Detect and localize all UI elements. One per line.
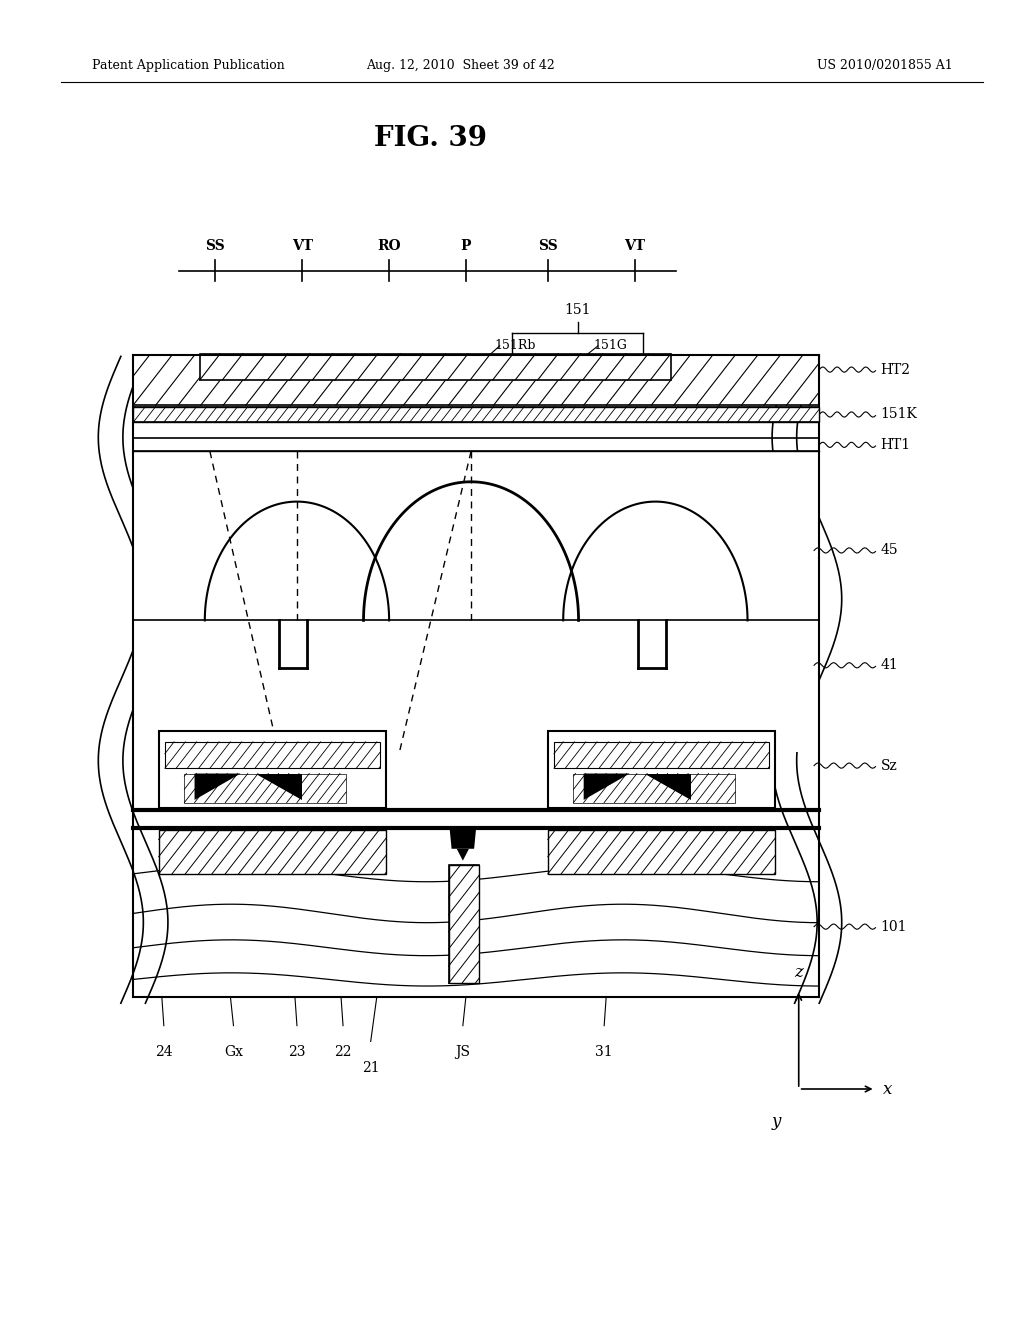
Bar [184, 774, 346, 803]
Bar [573, 774, 735, 803]
Text: VT: VT [292, 239, 312, 253]
Text: JS: JS [456, 1045, 470, 1060]
Text: 45: 45 [881, 544, 898, 557]
Text: 151Rb: 151Rb [495, 339, 536, 352]
Text: Aug. 12, 2010  Sheet 39 of 42: Aug. 12, 2010 Sheet 39 of 42 [367, 59, 555, 73]
Bar [712, 451, 819, 620]
Text: 21: 21 [361, 1061, 380, 1076]
Text: SS: SS [205, 239, 225, 253]
Polygon shape [256, 774, 302, 800]
Text: 101: 101 [881, 920, 907, 933]
Text: RO: RO [377, 239, 401, 253]
Text: SS: SS [538, 239, 558, 253]
Bar [630, 620, 819, 752]
Text: Gx: Gx [224, 1045, 243, 1060]
Bar [159, 731, 386, 808]
Text: 41: 41 [881, 659, 898, 672]
Bar [159, 830, 386, 874]
Bar [200, 354, 671, 380]
Bar [165, 742, 380, 768]
Text: 23: 23 [288, 1045, 306, 1060]
Bar [133, 620, 292, 752]
Text: 31: 31 [595, 1045, 613, 1060]
Polygon shape [450, 828, 476, 849]
Text: VT: VT [625, 239, 645, 253]
Text: 22: 22 [334, 1045, 352, 1060]
Text: x: x [883, 1081, 892, 1097]
Text: FIG. 39: FIG. 39 [374, 125, 486, 152]
Text: HT1: HT1 [881, 438, 910, 451]
Bar [133, 355, 819, 405]
Bar [133, 451, 246, 620]
Polygon shape [195, 774, 241, 800]
Bar [449, 865, 479, 983]
Text: z: z [795, 964, 803, 981]
Polygon shape [645, 774, 691, 800]
Text: 151G: 151G [593, 339, 628, 352]
Bar [133, 407, 819, 422]
Text: 151: 151 [564, 302, 591, 317]
Text: US 2010/0201855 A1: US 2010/0201855 A1 [816, 59, 952, 73]
Bar [548, 830, 775, 874]
Bar [548, 731, 775, 808]
Polygon shape [584, 774, 630, 800]
Bar [554, 742, 769, 768]
Polygon shape [457, 849, 469, 861]
Text: P: P [461, 239, 471, 253]
Bar [133, 451, 819, 634]
Text: Sz: Sz [881, 759, 897, 772]
Text: y: y [771, 1113, 781, 1130]
Bar [449, 865, 479, 983]
Text: Patent Application Publication: Patent Application Publication [92, 59, 285, 73]
Text: HT2: HT2 [881, 363, 910, 376]
Text: 24: 24 [155, 1045, 173, 1060]
Text: 151K: 151K [881, 408, 918, 421]
